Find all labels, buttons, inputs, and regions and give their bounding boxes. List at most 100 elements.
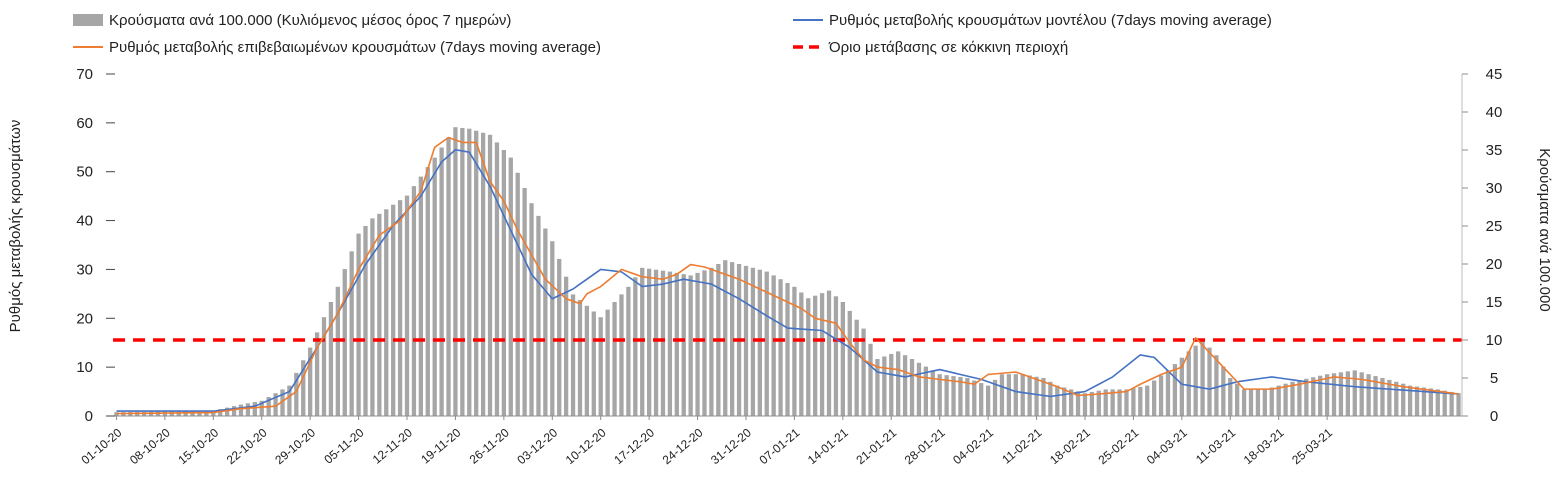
x-tick-label: 18-03-21	[1241, 425, 1287, 467]
bar	[1428, 388, 1434, 416]
legend-label: Κρούσματα ανά 100.000 (Κυλιόμενος μέσος …	[109, 12, 511, 29]
bar	[1089, 391, 1095, 416]
bar	[1228, 378, 1233, 416]
bar	[1193, 345, 1198, 416]
bar	[778, 279, 783, 416]
x-tick-label: 18-02-21	[1047, 425, 1093, 467]
bar	[245, 403, 251, 416]
bar	[1241, 389, 1247, 416]
bar	[750, 267, 756, 416]
bar	[328, 302, 334, 416]
bar	[522, 188, 527, 416]
bar	[529, 203, 534, 416]
bar	[1359, 372, 1364, 416]
bar	[944, 375, 949, 416]
bar	[377, 213, 382, 416]
bar	[342, 269, 347, 416]
right-tick-label: 30	[1486, 180, 1503, 197]
x-tick-label: 05-11-20	[321, 425, 366, 466]
bar	[1407, 385, 1413, 416]
bar	[356, 233, 361, 416]
bar	[923, 366, 928, 416]
bar	[1138, 386, 1143, 416]
bar	[1262, 389, 1267, 416]
bar	[1027, 375, 1032, 416]
x-tick-label: 25-03-21	[1289, 425, 1335, 467]
bar	[819, 293, 825, 416]
bar	[1034, 376, 1039, 416]
bar	[1345, 371, 1350, 416]
bar	[1255, 389, 1261, 416]
bar	[1331, 373, 1337, 416]
bar	[314, 332, 320, 416]
bar	[1435, 389, 1440, 416]
bar	[370, 218, 375, 416]
bar	[584, 305, 590, 416]
bar	[640, 267, 645, 416]
left-axis-title: Ρυθμός μεταβολής κρουσμάτων	[7, 120, 24, 333]
legend-label: Όριο μετάβασης σε κόκκινη περιοχή	[828, 39, 1068, 56]
bar	[501, 150, 507, 416]
bar	[902, 355, 908, 416]
bar	[349, 251, 354, 416]
bar	[999, 374, 1005, 416]
bar	[280, 389, 285, 416]
bar	[563, 276, 569, 416]
bar	[1318, 375, 1323, 416]
bar	[363, 226, 368, 416]
bar	[598, 317, 603, 416]
bar	[480, 132, 486, 416]
bar	[854, 319, 859, 416]
right-tick-label: 40	[1486, 104, 1503, 121]
bar	[847, 310, 852, 416]
bar	[404, 195, 410, 416]
bar	[1324, 374, 1330, 416]
bar	[1421, 387, 1427, 416]
bar	[1062, 387, 1067, 416]
bar	[653, 269, 659, 416]
bar	[494, 142, 500, 416]
bar	[1131, 388, 1136, 416]
bar	[1290, 381, 1295, 416]
x-tick-label: 17-12-20	[611, 425, 657, 467]
x-tick-label: 11-02-21	[999, 425, 1044, 466]
left-tick-label: 10	[76, 359, 93, 376]
bar	[972, 380, 977, 416]
bar	[619, 294, 624, 416]
bar	[674, 272, 679, 416]
bar	[1221, 366, 1226, 416]
bar	[1055, 385, 1060, 416]
bar	[840, 302, 845, 416]
bar	[688, 275, 693, 416]
x-tick-label: 14-01-21	[805, 425, 851, 467]
bar	[397, 200, 403, 416]
x-tick-label: 10-12-20	[563, 425, 609, 467]
x-tick-label: 19-11-20	[418, 425, 463, 466]
x-tick-label: 15-10-20	[175, 425, 221, 467]
bar	[1387, 379, 1392, 416]
bar	[916, 362, 922, 416]
bar	[1311, 377, 1316, 416]
bar	[1414, 386, 1420, 416]
x-tick-label: 25-02-21	[1096, 425, 1142, 467]
bar	[294, 372, 299, 416]
bar	[577, 300, 583, 416]
bar	[335, 286, 340, 416]
bar	[1207, 347, 1212, 416]
x-tick-label: 24-12-20	[660, 425, 706, 467]
bar	[1366, 374, 1371, 416]
bar	[218, 409, 223, 416]
bar	[882, 356, 887, 416]
bar	[730, 262, 735, 416]
left-tick-label: 50	[76, 164, 93, 181]
bar	[1096, 390, 1101, 416]
bar	[1235, 383, 1240, 416]
bar	[508, 157, 513, 416]
bar	[1117, 389, 1122, 416]
bar	[958, 377, 963, 416]
bar	[930, 370, 935, 416]
bar	[896, 351, 901, 416]
x-tick-label: 21-01-21	[853, 425, 899, 467]
